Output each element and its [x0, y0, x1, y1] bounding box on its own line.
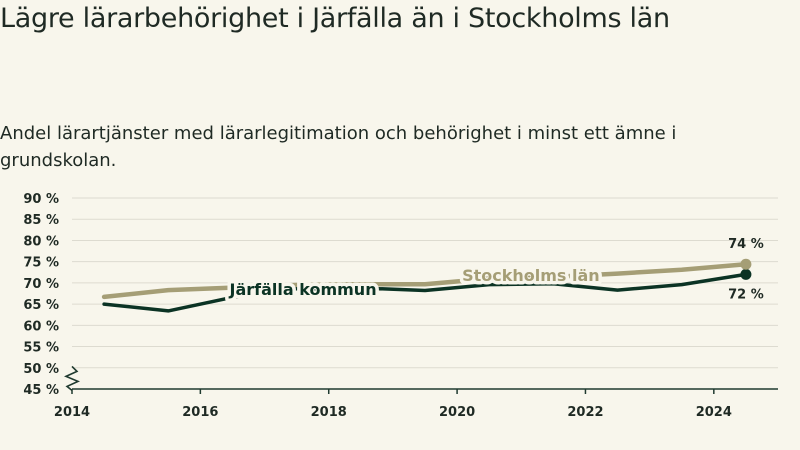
series-line-stockholm: [101, 261, 749, 300]
x-axis: 2014 2016 2018 2020 2022 2024: [54, 388, 778, 420]
y-tick-label: 65 %: [23, 298, 59, 313]
end-value-label: 72 %: [728, 287, 764, 302]
series-line-jarfalla: [102, 272, 748, 313]
y-tick-label: 45 %: [23, 383, 59, 398]
gridlines: [63, 197, 778, 392]
series-lines: [101, 258, 752, 313]
chart-subtitle: Andel lärartjänster med lärarlegitimatio…: [0, 123, 677, 171]
y-tick-label: 75 %: [23, 256, 59, 271]
y-tick-label: 85 %: [23, 213, 59, 228]
series-label-jarfalla: Järfälla kommun: [229, 280, 377, 299]
y-tick-label: 70 %: [23, 277, 59, 292]
y-tick-label: 50 %: [23, 362, 59, 377]
y-tick-label: 60 %: [23, 319, 59, 334]
series-labels: 72 % 74 % Järfälla kommun Stockholms län: [225, 237, 764, 302]
end-point-stockholm: [740, 258, 752, 270]
x-tick-label: 2018: [311, 405, 347, 420]
y-tick-label: 80 %: [23, 234, 59, 249]
end-value-label: 74 %: [728, 237, 764, 252]
series-label-stockholm: Stockholms län: [462, 266, 600, 285]
axis-break-icon: [63, 365, 81, 392]
x-tick-label: 2016: [182, 405, 218, 420]
y-tick-label: 90 %: [23, 192, 59, 207]
y-axis-ticks: 45 % 50 % 55 % 60 % 65 % 70 % 75 % 80 % 85 % 90 %: [23, 192, 59, 398]
end-point-jarfalla: [740, 268, 752, 280]
x-tick-label: 2020: [439, 405, 475, 420]
chart-title: Lägre lärarbehörighet i Järfälla än i St…: [0, 3, 670, 34]
x-tick-label: 2024: [696, 405, 732, 420]
x-tick-label: 2014: [54, 405, 90, 420]
y-tick-label: 55 %: [23, 341, 59, 356]
x-tick-label: 2022: [567, 405, 603, 420]
